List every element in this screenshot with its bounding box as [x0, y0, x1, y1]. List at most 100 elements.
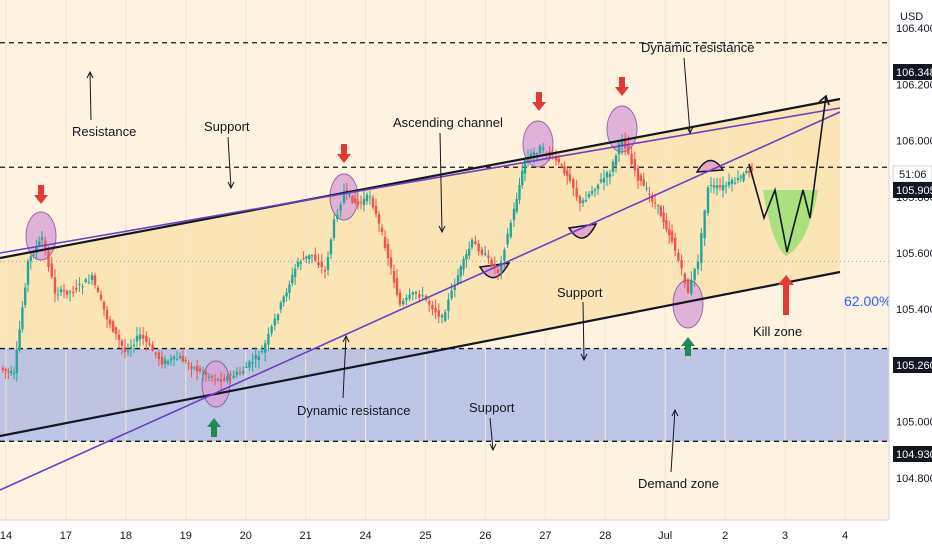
candle — [368, 190, 372, 205]
candle — [398, 288, 402, 307]
candle — [414, 290, 418, 300]
rounding-top-marker — [695, 159, 725, 173]
candle — [141, 326, 145, 346]
candle — [184, 356, 187, 364]
candle — [521, 162, 524, 189]
candle — [99, 290, 103, 302]
countdown-label: 51:06 — [899, 169, 927, 181]
candle — [575, 179, 578, 202]
label-support-bottom: Support — [469, 400, 515, 415]
candle — [500, 256, 503, 280]
candle — [81, 283, 84, 295]
candle — [53, 269, 57, 303]
price-tick-label: 106.400 — [896, 23, 932, 35]
candle — [339, 201, 342, 218]
candle — [709, 177, 713, 193]
candle — [105, 306, 109, 328]
candle — [302, 251, 305, 261]
candle — [447, 293, 450, 320]
candle — [487, 249, 490, 264]
candle — [733, 176, 737, 185]
candle — [411, 290, 414, 301]
candle — [624, 132, 627, 156]
candle — [477, 239, 480, 256]
candle — [187, 360, 190, 370]
label-dynamic-resistance-top: Dynamic resistance — [641, 40, 754, 55]
candle — [670, 224, 674, 245]
candle — [418, 289, 421, 303]
red-down-arrow-icon — [337, 144, 351, 163]
time-tick-label: 14 — [0, 530, 12, 542]
candle — [314, 247, 317, 263]
candle — [238, 366, 242, 376]
candle — [474, 235, 477, 245]
candle — [326, 251, 330, 276]
candle — [93, 272, 97, 289]
time-tick-label: 19 — [180, 530, 192, 542]
dynamic-resistance-line-upper — [0, 107, 841, 254]
candle — [374, 198, 378, 218]
candle — [71, 286, 75, 297]
candle — [745, 167, 748, 175]
price-tick-label: 106.000 — [896, 136, 932, 148]
candle — [151, 341, 154, 352]
label-resistance: Resistance — [72, 124, 136, 139]
candle — [78, 277, 81, 292]
time-tick-label: 17 — [60, 530, 72, 542]
candle — [402, 297, 405, 307]
support-bottom-price-label: 104.930 — [896, 449, 932, 461]
candle — [462, 256, 465, 276]
channel-upper-line — [0, 97, 841, 260]
candle — [693, 267, 696, 287]
candle — [434, 299, 437, 320]
candle — [614, 153, 618, 173]
candle — [437, 303, 440, 324]
candle — [251, 353, 254, 372]
projection-path — [748, 95, 827, 253]
time-tick-label: 28 — [599, 530, 611, 542]
candle — [68, 289, 72, 302]
candle — [354, 192, 357, 205]
candle — [193, 365, 196, 371]
time-tick-label: 26 — [479, 530, 491, 542]
candle — [509, 219, 512, 240]
candle — [38, 236, 41, 248]
grid-lines — [5, 0, 846, 520]
candle — [169, 354, 173, 366]
candle — [154, 351, 157, 359]
candle — [293, 264, 297, 285]
candle — [596, 183, 600, 195]
candle — [270, 324, 273, 337]
candle — [563, 161, 566, 176]
channel-lower-line — [0, 270, 841, 438]
candle — [739, 174, 742, 183]
candle — [730, 177, 734, 192]
demand-zone — [0, 348, 889, 442]
candle — [204, 369, 208, 382]
candle — [264, 339, 267, 362]
candle — [285, 287, 288, 302]
candle — [395, 269, 399, 297]
candle — [232, 370, 235, 380]
candle — [602, 169, 606, 191]
candle — [365, 192, 369, 205]
pointer-arrow — [489, 417, 494, 451]
candle — [636, 165, 640, 190]
candle — [305, 255, 308, 264]
candle — [288, 280, 291, 300]
candle — [506, 228, 509, 249]
candle — [662, 205, 665, 229]
candle — [90, 272, 94, 285]
current-price-label: 105.905 — [896, 185, 932, 197]
candle — [493, 256, 496, 275]
candle — [235, 367, 239, 379]
candle — [213, 374, 217, 386]
candle — [651, 192, 654, 208]
candle — [690, 271, 693, 297]
candle — [659, 204, 662, 218]
candle — [59, 285, 63, 297]
pointer-arrow — [439, 132, 443, 233]
pointer-arrow — [683, 57, 691, 134]
candle — [26, 258, 30, 293]
